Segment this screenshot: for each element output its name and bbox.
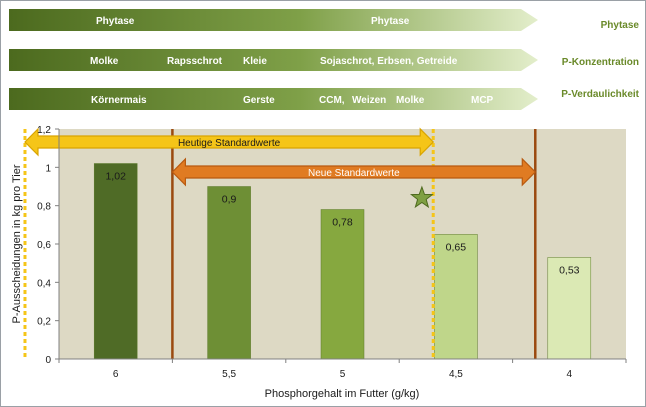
arrow-label: MCP xyxy=(471,95,494,106)
y-tick-label: 0,8 xyxy=(37,202,51,213)
y-tick-label: 0,4 xyxy=(37,278,51,289)
side-label-p-konzentration: P-Konzentration xyxy=(562,57,639,68)
arrow-label: Molke xyxy=(396,95,425,106)
x-tick-label: 4 xyxy=(567,369,573,380)
y-tick-label: 0 xyxy=(45,355,51,366)
x-tick-label: 5 xyxy=(340,369,346,380)
data-labels: 1,02 0,9 0,78 0,65 0,53 xyxy=(105,171,579,277)
x-tick-label: 5,5 xyxy=(222,369,236,380)
neue-standard-arrow xyxy=(171,157,537,187)
heutige-standard-label: Heutige Standardwerte xyxy=(178,138,281,149)
arrow-phytase xyxy=(9,9,538,31)
bar xyxy=(93,163,138,360)
standard-arrows: Heutige Standardwerte Neue Standardwerte xyxy=(24,127,537,187)
y-tick-label: 0,6 xyxy=(37,240,51,251)
bar-series xyxy=(93,163,592,360)
data-label: 0,9 xyxy=(222,194,237,206)
star-icon xyxy=(409,185,434,209)
neue-standard-label: Neue Standardwerte xyxy=(308,168,400,179)
star-marker xyxy=(409,185,434,209)
arrow-label: Molke xyxy=(90,56,119,67)
y-axis-title: P-Ausscheidungen in kg pro Tier xyxy=(11,164,23,323)
y-tick-label: 1,2 xyxy=(37,125,51,136)
arrow-label: Phytase xyxy=(371,16,410,27)
y-tick-label: 0,2 xyxy=(37,317,51,328)
arrow-label: Gerste xyxy=(243,95,275,106)
y-axis-ticks: 0 0,2 0,4 0,6 0,8 1 1,2 xyxy=(37,125,59,366)
x-axis-title: Phosphorgehalt im Futter (g/kg) xyxy=(265,388,420,400)
side-label-p-verdaulichkeit: P-Verdaulichkeit xyxy=(561,89,639,100)
data-label: 0,78 xyxy=(332,217,353,229)
arrow-label: Körnermais xyxy=(91,95,147,106)
data-label: 0,65 xyxy=(446,241,467,253)
bar xyxy=(320,209,365,360)
data-label: 0,53 xyxy=(559,264,580,276)
x-tick-label: 6 xyxy=(113,369,119,380)
bar xyxy=(207,186,251,360)
data-label: 1,02 xyxy=(105,171,126,183)
heutige-standard-arrow xyxy=(24,127,435,157)
arrow-p-konzentration xyxy=(9,49,538,71)
x-tick-label: 4,5 xyxy=(449,369,463,380)
arrow-label: Phytase xyxy=(96,16,135,27)
arrow-label: Rapsschrot xyxy=(167,56,223,67)
side-label-phytase: Phytase xyxy=(601,20,640,31)
y-tick-label: 1 xyxy=(45,163,51,174)
arrow-label: Sojaschrot, Erbsen, Getreide xyxy=(320,56,458,67)
arrow-label: Weizen xyxy=(352,95,386,106)
arrow-label: CCM, xyxy=(319,95,345,106)
x-axis-ticks: 6 5,5 5 4,5 4 xyxy=(58,359,627,380)
arrow-label: Kleie xyxy=(243,56,267,67)
arrow-p-verdaulichkeit xyxy=(9,88,538,110)
top-arrows: Phytase Phytase Phytase Molke Rapsschrot… xyxy=(9,9,640,110)
